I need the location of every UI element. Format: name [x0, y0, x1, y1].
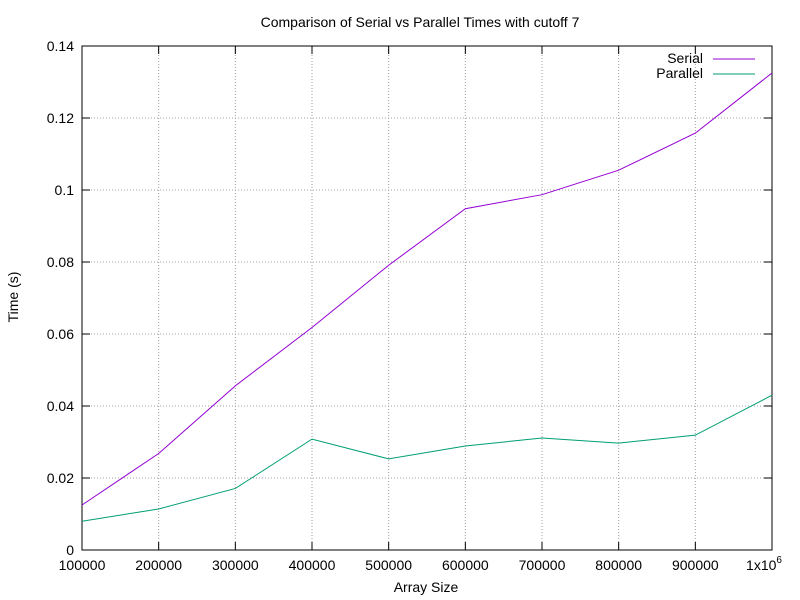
- x-tick-label: 500000: [365, 557, 412, 573]
- y-axis-label: Time (s): [5, 272, 21, 323]
- y-tick-label: 0.04: [47, 398, 74, 414]
- y-tick-label: 0.1: [55, 182, 75, 198]
- series-line-parallel: [81, 394, 773, 522]
- legend: Serial Parallel: [656, 50, 755, 81]
- y-tick-label: 0.08: [47, 254, 74, 270]
- x-tick-label: 900000: [672, 557, 719, 573]
- x-tick-label: 700000: [519, 557, 566, 573]
- chart-title: Comparison of Serial vs Parallel Times w…: [261, 14, 580, 30]
- x-axis-label: Array Size: [394, 579, 459, 595]
- series-lines: [81, 72, 773, 522]
- y-tick-label: 0.02: [47, 470, 74, 486]
- y-tick-label: 0: [66, 542, 74, 558]
- series-line-serial: [81, 72, 773, 506]
- x-tick-label-last: 1x106: [746, 555, 782, 573]
- x-tick-label: 300000: [212, 557, 259, 573]
- x-tick-label: 200000: [135, 557, 182, 573]
- x-tick-label: 600000: [442, 557, 489, 573]
- y-tick-label: 0.14: [47, 38, 74, 54]
- x-tick-label: 400000: [289, 557, 336, 573]
- plot-frame: [81, 45, 773, 551]
- legend-label-parallel: Parallel: [656, 65, 703, 81]
- x-tick-label: 800000: [595, 557, 642, 573]
- y-tick-label: 0.12: [47, 110, 74, 126]
- legend-label-serial: Serial: [667, 50, 703, 66]
- grid: [82, 46, 772, 550]
- y-tick-label: 0.06: [47, 326, 74, 342]
- x-tick-label: 100000: [59, 557, 106, 573]
- axis-ticks: 0 0.02 0.04 0.06 0.08 0.1 0.12 0.14 100000 200000…: [47, 38, 783, 573]
